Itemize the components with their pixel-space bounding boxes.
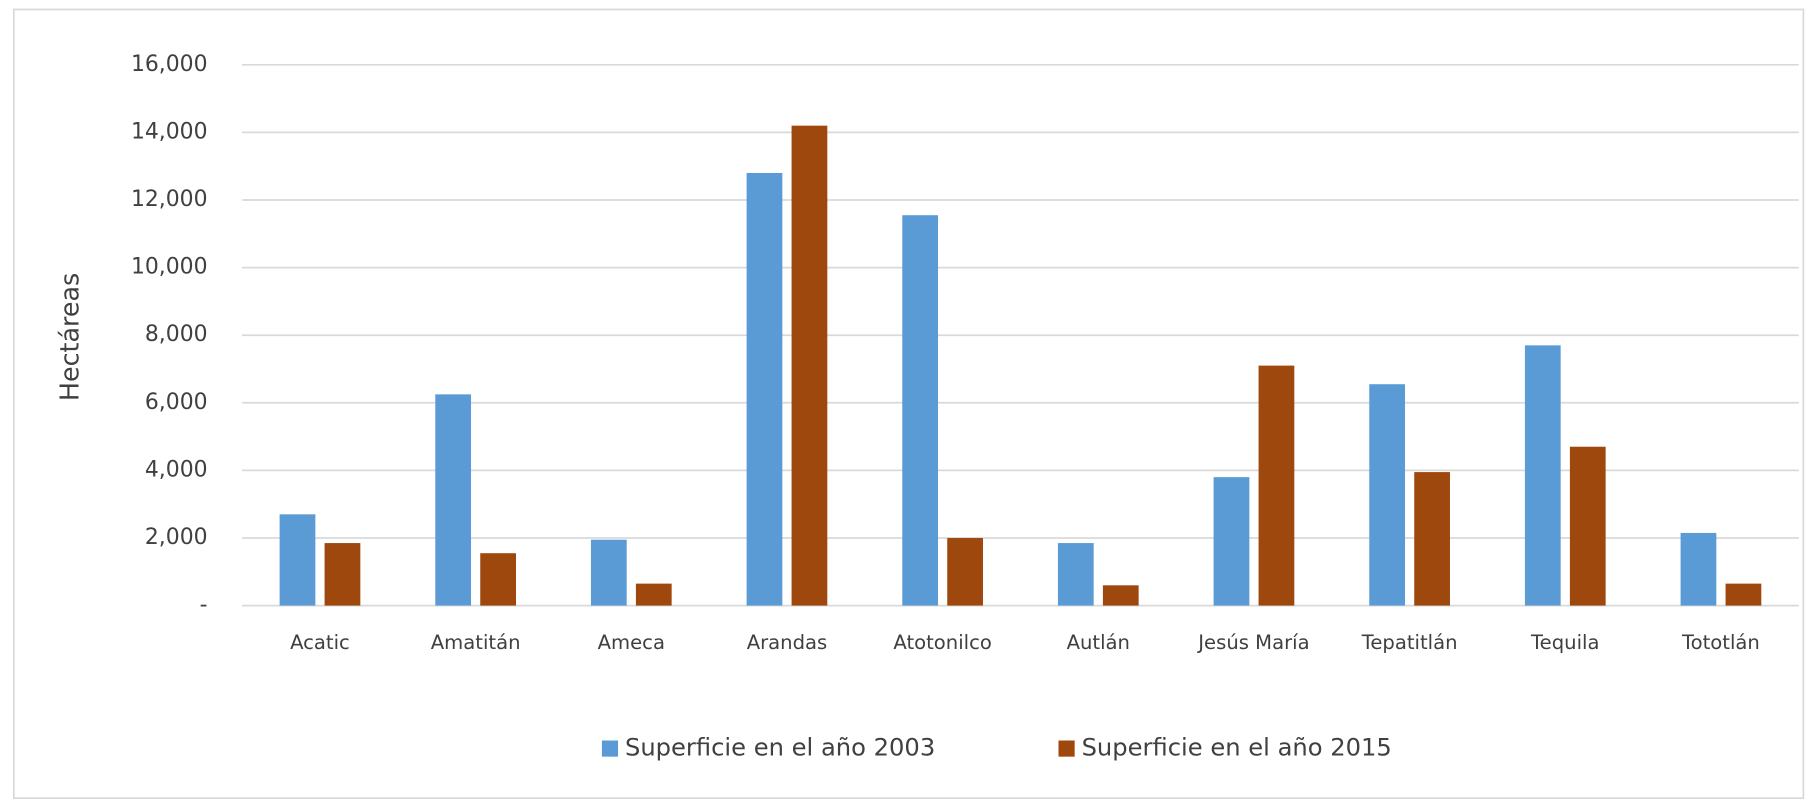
bar [279, 514, 316, 606]
bar [635, 583, 672, 606]
y-tick-label: 4,000 [145, 457, 208, 482]
bar [1680, 532, 1717, 606]
bar [435, 394, 472, 606]
bar [324, 543, 361, 606]
bar [791, 125, 828, 606]
legend-swatch [1058, 740, 1075, 757]
x-tick-label: Ameca [598, 631, 665, 654]
bar [590, 539, 627, 606]
x-tick-label: Atotonilco [893, 631, 991, 654]
y-tick-label: 14,000 [131, 119, 208, 144]
y-axis-title: Hectáreas [54, 273, 84, 401]
y-tick-label: 10,000 [131, 255, 208, 280]
y-tick-label: 2,000 [145, 525, 208, 550]
bar [902, 215, 939, 606]
x-tick-label: Autlán [1067, 631, 1130, 654]
x-tick-label: Amatitán [431, 631, 521, 654]
bar [1102, 585, 1139, 606]
bar [1725, 583, 1762, 606]
bar [480, 553, 516, 606]
x-tick-label: Tototlán [1681, 631, 1760, 654]
bar [1414, 472, 1450, 606]
x-tick-label: Jesús María [1196, 631, 1309, 654]
x-tick-label: Tepatitlán [1361, 631, 1458, 654]
bar [1057, 543, 1094, 606]
bar [1213, 477, 1250, 606]
bar [1258, 365, 1295, 606]
bar [1524, 345, 1561, 606]
legend-label: Superficie en el año 2003 [625, 734, 935, 762]
y-tick-label: 16,000 [131, 52, 208, 77]
y-tick-label: 12,000 [131, 187, 208, 212]
y-tick-label: - [200, 593, 208, 618]
y-tick-label: 6,000 [145, 390, 208, 415]
legend-label: Superficie en el año 2015 [1082, 734, 1392, 762]
y-tick-label: 8,000 [145, 322, 208, 347]
bar [1369, 384, 1406, 606]
legend-swatch [601, 740, 619, 757]
bar [746, 172, 783, 606]
bar [1569, 446, 1606, 606]
x-tick-label: Acatic [290, 631, 350, 654]
x-tick-label: Tequila [1530, 631, 1599, 654]
x-tick-label: Arandas [747, 631, 828, 654]
bar [947, 537, 983, 606]
